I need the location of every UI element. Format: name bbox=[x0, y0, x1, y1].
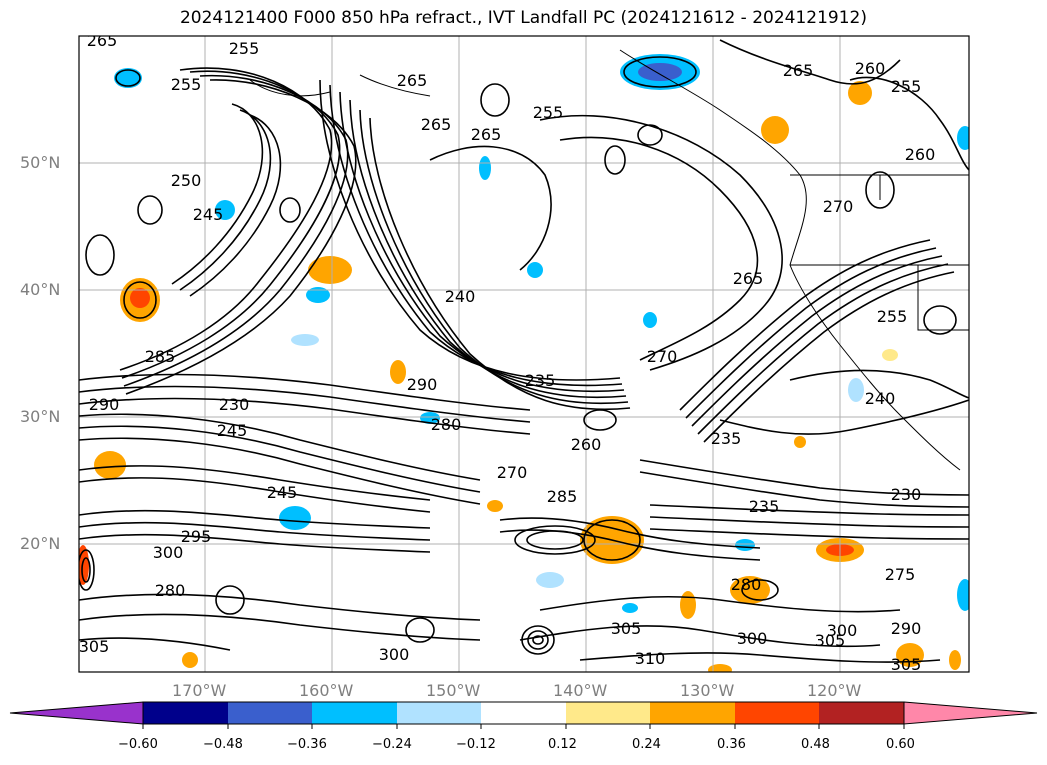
lon-label: 130°W bbox=[680, 681, 735, 700]
contour-label: 255 bbox=[171, 75, 202, 94]
colorbar-tick-label: −0.48 bbox=[203, 737, 243, 752]
contour-label: 235 bbox=[711, 429, 742, 448]
lon-label: 150°W bbox=[426, 681, 481, 700]
lon-label: 120°W bbox=[807, 681, 862, 700]
colorbar-tick-label: 0.24 bbox=[632, 737, 661, 752]
contour-label: 280 bbox=[431, 415, 462, 434]
contour-lines bbox=[79, 39, 969, 663]
contour-label: 300 bbox=[827, 621, 858, 640]
gridlines bbox=[79, 36, 969, 672]
contour-label: 240 bbox=[445, 287, 476, 306]
colorbar-tick-label: 0.12 bbox=[548, 737, 577, 752]
contour-label: 290 bbox=[891, 619, 922, 638]
contour-label: 265 bbox=[421, 115, 452, 134]
colorbar-segment bbox=[735, 702, 819, 724]
contour-label: 250 bbox=[171, 171, 202, 190]
colorbar-tick-label: −0.60 bbox=[118, 737, 158, 752]
contour-label: 245 bbox=[267, 483, 298, 502]
contour-label: 265 bbox=[733, 269, 764, 288]
contour-label: 260 bbox=[905, 145, 936, 164]
contour-label: 235 bbox=[749, 497, 780, 516]
colorbar-segment bbox=[819, 702, 904, 724]
colorbar-segment bbox=[397, 702, 481, 724]
contour-label: 295 bbox=[181, 527, 212, 546]
contour-label: 280 bbox=[155, 581, 186, 600]
colorbar-extend-left bbox=[9, 701, 144, 725]
contour-label: 310 bbox=[635, 649, 666, 668]
contour-label: 305 bbox=[815, 631, 846, 650]
contour-label: 285 bbox=[547, 487, 578, 506]
colorbar-segment bbox=[566, 702, 650, 724]
colorbar-tick-label: −0.12 bbox=[456, 737, 496, 752]
colorbar-extend-right bbox=[903, 701, 1038, 725]
lat-label: 20°N bbox=[20, 534, 61, 553]
contour-label: 260 bbox=[855, 59, 886, 78]
contour-label: 255 bbox=[891, 77, 922, 96]
contour-label: 265 bbox=[397, 71, 428, 90]
colorbar-segment bbox=[143, 702, 228, 724]
contour-label: 270 bbox=[497, 463, 528, 482]
contour-label: 305 bbox=[79, 637, 110, 656]
contour-label: 300 bbox=[153, 543, 184, 562]
contour-label: 275 bbox=[885, 565, 916, 584]
colorbar-tick-label: −0.36 bbox=[287, 737, 327, 752]
colorbar-tick-label: −0.24 bbox=[372, 737, 412, 752]
contour-label: 235 bbox=[525, 371, 556, 390]
contour-label: 245 bbox=[217, 421, 248, 440]
contour-label: 280 bbox=[731, 575, 762, 594]
contour-label: 300 bbox=[379, 645, 410, 664]
contour-label: 290 bbox=[89, 395, 120, 414]
contour-label: 260 bbox=[571, 435, 602, 454]
contour-label: 270 bbox=[647, 347, 678, 366]
colorbar-tick-label: 0.60 bbox=[886, 737, 915, 752]
contour-label: 265 bbox=[783, 61, 814, 80]
lat-label: 50°N bbox=[20, 153, 61, 172]
contour-label: 255 bbox=[533, 103, 564, 122]
contour-label: 270 bbox=[823, 197, 854, 216]
colorbar-segment bbox=[481, 702, 566, 724]
lon-label: 170°W bbox=[172, 681, 227, 700]
contour-label: 305 bbox=[611, 619, 642, 638]
contour-label: 300 bbox=[737, 629, 768, 648]
lon-label: 160°W bbox=[299, 681, 354, 700]
colorbar-segment bbox=[312, 702, 397, 724]
contour-label: 230 bbox=[219, 395, 250, 414]
contour-label: 255 bbox=[229, 39, 260, 58]
contour-label: 230 bbox=[891, 485, 922, 504]
lat-label: 30°N bbox=[20, 407, 61, 426]
contour-label: 285 bbox=[145, 347, 176, 366]
contour-label: 245 bbox=[193, 205, 224, 224]
colorbar-segment bbox=[650, 702, 735, 724]
contour-label: 255 bbox=[877, 307, 908, 326]
colorbar bbox=[9, 701, 1038, 729]
shaded-patches bbox=[79, 54, 969, 672]
contour-label: 290 bbox=[407, 375, 438, 394]
map-title: 2024121400 F000 850 hPa refract., IVT La… bbox=[179, 8, 867, 28]
lon-label: 140°W bbox=[553, 681, 608, 700]
plot-frame bbox=[78, 35, 970, 673]
contour-label: 305 bbox=[891, 655, 922, 674]
coastline bbox=[249, 49, 969, 471]
contour-label: 265 bbox=[471, 125, 502, 144]
contour-label-group: 265 255 255 265 265 265 255 250 245 265 … bbox=[79, 31, 936, 674]
colorbar-tick-label: 0.36 bbox=[717, 737, 746, 752]
contour-label: 265 bbox=[87, 31, 118, 50]
colorbar-tick-label: 0.48 bbox=[801, 737, 830, 752]
colorbar-segment bbox=[228, 702, 312, 724]
contour-label: 240 bbox=[865, 389, 896, 408]
lat-label: 40°N bbox=[20, 280, 61, 299]
